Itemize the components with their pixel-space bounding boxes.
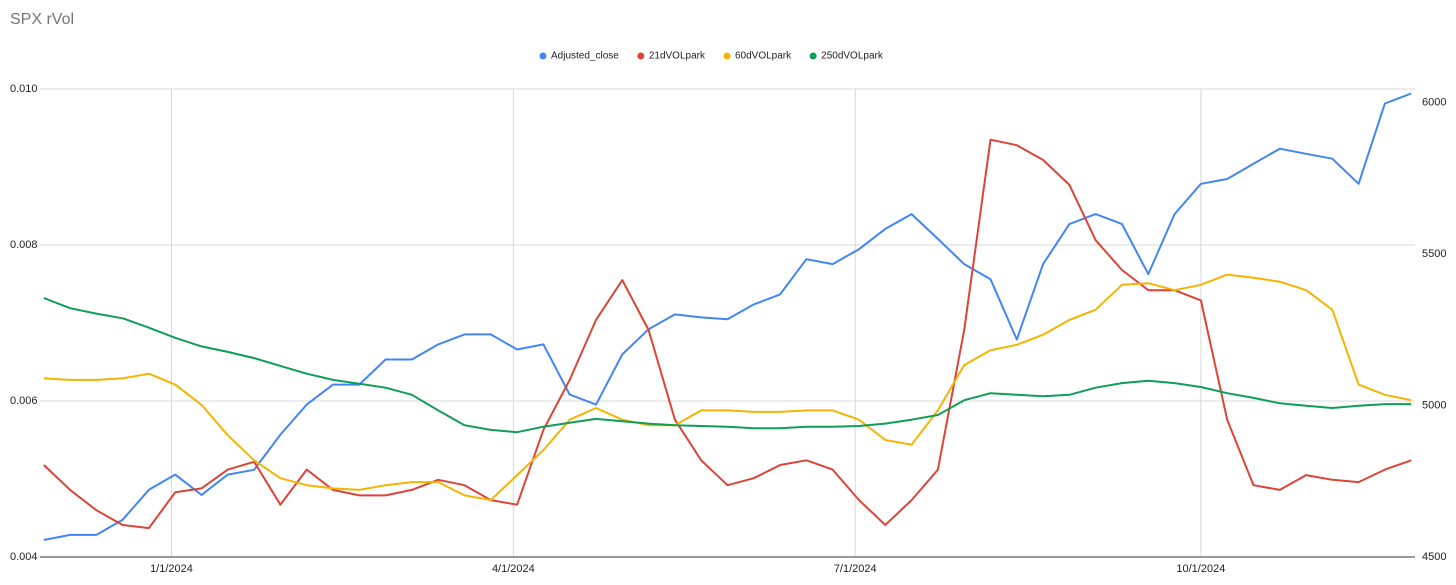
- y2-tick-label: 5000: [1422, 399, 1446, 411]
- chart-title: SPX rVol: [10, 11, 74, 28]
- y2-tick-label: 5500: [1422, 248, 1446, 260]
- legend-label: 60dVOLpark: [735, 51, 792, 62]
- series-line: [43, 297, 1412, 434]
- legend-swatch: [637, 52, 645, 60]
- x-tick-label: 4/1/2024: [492, 563, 535, 575]
- series-line: [43, 92, 1412, 541]
- y2-tick-label: 4500: [1422, 551, 1446, 563]
- y-tick-label: 0.010: [10, 83, 38, 95]
- legend-swatch: [809, 52, 817, 60]
- x-tick-label: 10/1/2024: [1176, 563, 1225, 575]
- legend-swatch: [539, 52, 547, 60]
- y-tick-label: 0.006: [10, 395, 38, 407]
- legend-label: Adjusted_close: [551, 51, 619, 62]
- series-line: [43, 138, 1412, 530]
- y2-tick-label: 6000: [1422, 97, 1446, 109]
- legend-label: 250dVOLpark: [821, 51, 884, 62]
- y-tick-label: 0.008: [10, 239, 38, 251]
- legend-swatch: [723, 52, 731, 60]
- series-line: [43, 273, 1412, 502]
- y-tick-label: 0.004: [10, 551, 38, 563]
- legend-label: 21dVOLpark: [649, 51, 706, 62]
- x-tick-label: 7/1/2024: [834, 563, 877, 575]
- x-tick-label: 1/1/2024: [150, 563, 193, 575]
